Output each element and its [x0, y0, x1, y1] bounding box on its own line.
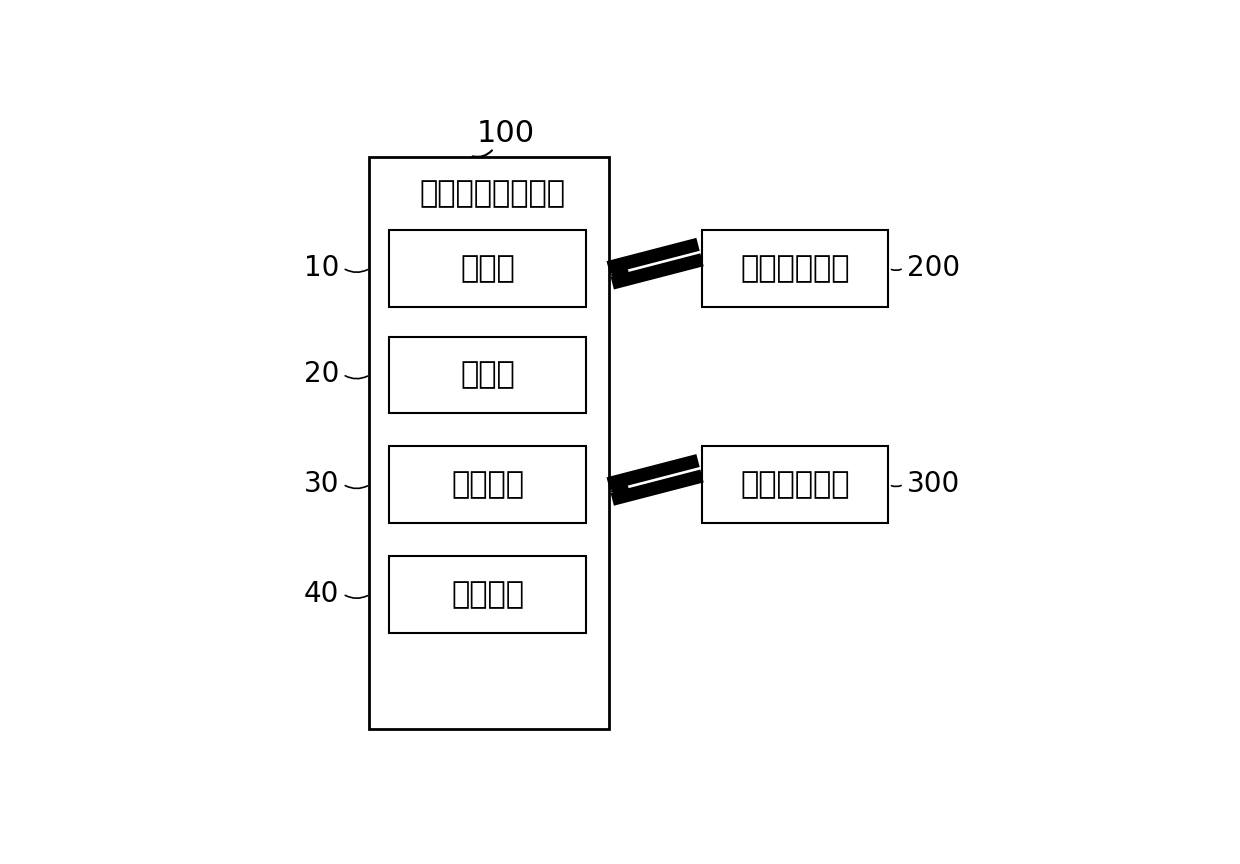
Bar — [702, 447, 888, 523]
Text: 200: 200 — [906, 254, 960, 282]
Text: 存储器: 存储器 — [460, 254, 515, 283]
Text: 刀具检测装置: 刀具检测装置 — [740, 470, 849, 499]
Polygon shape — [606, 238, 699, 274]
Text: 刀具加工装置: 刀具加工装置 — [740, 254, 849, 283]
Text: 40: 40 — [304, 580, 340, 608]
Text: 10: 10 — [304, 254, 340, 282]
Text: 20: 20 — [304, 360, 340, 389]
Bar — [389, 230, 585, 307]
Polygon shape — [610, 469, 704, 505]
Text: 输入单元: 输入单元 — [451, 580, 525, 609]
Bar — [702, 230, 888, 307]
Polygon shape — [610, 475, 631, 499]
Text: 刀具加工补唇装置: 刀具加工补唇装置 — [419, 179, 565, 208]
Polygon shape — [610, 253, 704, 289]
Text: 300: 300 — [906, 470, 960, 499]
Bar — [389, 447, 585, 523]
Text: 通信单元: 通信单元 — [451, 470, 525, 499]
Bar — [370, 157, 609, 729]
Text: 100: 100 — [476, 119, 534, 148]
Polygon shape — [610, 259, 631, 283]
Text: 30: 30 — [304, 470, 340, 499]
Polygon shape — [606, 454, 699, 490]
Text: 处理器: 处理器 — [460, 360, 515, 390]
Bar — [389, 336, 585, 413]
Bar — [389, 556, 585, 632]
